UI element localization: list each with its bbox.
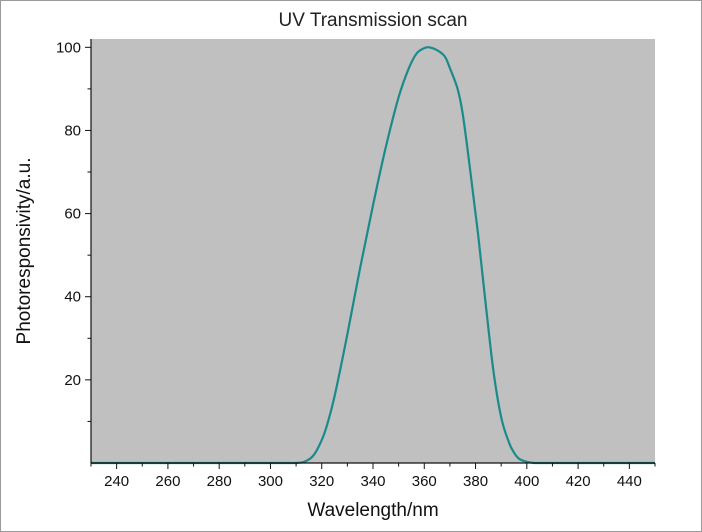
x-tick-label: 240 bbox=[104, 473, 129, 490]
x-tick-label: 400 bbox=[514, 473, 539, 490]
x-tick-label: 440 bbox=[617, 473, 642, 490]
y-tick-label: 60 bbox=[64, 206, 81, 223]
x-tick-label: 380 bbox=[463, 473, 488, 490]
x-tick-label: 280 bbox=[207, 473, 232, 490]
x-tick-label: 320 bbox=[309, 473, 334, 490]
x-tick-label: 420 bbox=[566, 473, 591, 490]
x-tick-label: 340 bbox=[360, 473, 385, 490]
x-axis-label: Wavelength/nm bbox=[307, 500, 438, 521]
plot-area bbox=[91, 39, 655, 463]
ticks: 240 260 280 300 320 340 360 380 400 420 440 20 40 60 8… bbox=[56, 39, 656, 490]
y-tick-label: 20 bbox=[64, 372, 81, 389]
y-tick-label: 100 bbox=[56, 39, 81, 56]
y-axis-label: Photoresponsivity/a.u. bbox=[14, 158, 35, 345]
x-tick-label: 360 bbox=[412, 473, 437, 490]
y-tick-label: 40 bbox=[64, 289, 81, 306]
x-tick-label: 260 bbox=[155, 473, 180, 490]
y-tick-label: 80 bbox=[64, 122, 81, 139]
chart-title: UV Transmission scan bbox=[278, 10, 467, 31]
series-line bbox=[91, 46, 655, 465]
x-tick-label: 300 bbox=[258, 473, 283, 490]
